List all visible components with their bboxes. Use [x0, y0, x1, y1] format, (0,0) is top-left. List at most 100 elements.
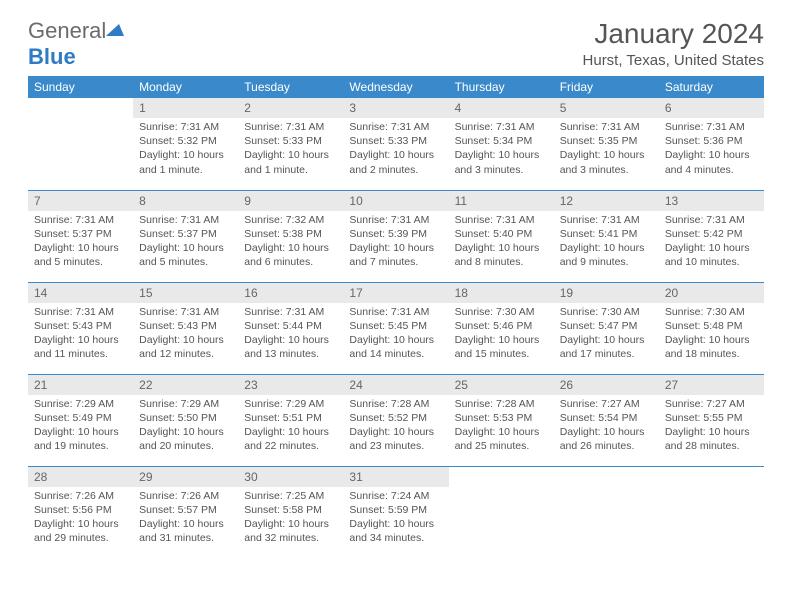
sunrise-text: Sunrise: 7:29 AM [34, 397, 127, 411]
daylight-line1: Daylight: 10 hours [34, 333, 127, 347]
calendar-day-cell: 14Sunrise: 7:31 AMSunset: 5:43 PMDayligh… [28, 282, 133, 374]
day-body: Sunrise: 7:31 AMSunset: 5:42 PMDaylight:… [659, 211, 764, 274]
calendar-day-cell: 2Sunrise: 7:31 AMSunset: 5:33 PMDaylight… [238, 98, 343, 190]
day-body: Sunrise: 7:31 AMSunset: 5:43 PMDaylight:… [133, 303, 238, 366]
calendar-day-cell: 6Sunrise: 7:31 AMSunset: 5:36 PMDaylight… [659, 98, 764, 190]
calendar-day-cell: 8Sunrise: 7:31 AMSunset: 5:37 PMDaylight… [133, 190, 238, 282]
sunset-text: Sunset: 5:43 PM [34, 319, 127, 333]
daylight-line1: Daylight: 10 hours [665, 333, 758, 347]
location: Hurst, Texas, United States [583, 52, 764, 69]
sunset-text: Sunset: 5:50 PM [139, 411, 232, 425]
sunset-text: Sunset: 5:34 PM [455, 134, 548, 148]
day-number: 29 [133, 467, 238, 487]
daylight-line1: Daylight: 10 hours [560, 241, 653, 255]
sunrise-text: Sunrise: 7:31 AM [455, 120, 548, 134]
calendar-day-cell: 17Sunrise: 7:31 AMSunset: 5:45 PMDayligh… [343, 282, 448, 374]
day-body: Sunrise: 7:31 AMSunset: 5:39 PMDaylight:… [343, 211, 448, 274]
sunset-text: Sunset: 5:39 PM [349, 227, 442, 241]
sunrise-text: Sunrise: 7:28 AM [455, 397, 548, 411]
sunrise-text: Sunrise: 7:29 AM [244, 397, 337, 411]
calendar-day-cell: 4Sunrise: 7:31 AMSunset: 5:34 PMDaylight… [449, 98, 554, 190]
calendar-empty-cell [659, 466, 764, 558]
daylight-line2: and 22 minutes. [244, 439, 337, 453]
day-body: Sunrise: 7:28 AMSunset: 5:52 PMDaylight:… [343, 395, 448, 458]
day-number: 10 [343, 191, 448, 211]
sunset-text: Sunset: 5:37 PM [34, 227, 127, 241]
daylight-line2: and 5 minutes. [139, 255, 232, 269]
sunset-text: Sunset: 5:32 PM [139, 134, 232, 148]
daylight-line2: and 11 minutes. [34, 347, 127, 361]
weekday-header: Friday [554, 76, 659, 98]
daylight-line1: Daylight: 10 hours [560, 425, 653, 439]
calendar-week-row: 1Sunrise: 7:31 AMSunset: 5:32 PMDaylight… [28, 98, 764, 190]
day-number: 16 [238, 283, 343, 303]
day-number: 18 [449, 283, 554, 303]
daylight-line1: Daylight: 10 hours [665, 241, 758, 255]
day-body: Sunrise: 7:27 AMSunset: 5:55 PMDaylight:… [659, 395, 764, 458]
sunrise-text: Sunrise: 7:26 AM [139, 489, 232, 503]
daylight-line1: Daylight: 10 hours [244, 333, 337, 347]
daylight-line2: and 12 minutes. [139, 347, 232, 361]
day-body: Sunrise: 7:26 AMSunset: 5:56 PMDaylight:… [28, 487, 133, 550]
calendar-empty-cell [554, 466, 659, 558]
calendar-table: SundayMondayTuesdayWednesdayThursdayFrid… [28, 76, 764, 558]
calendar-day-cell: 13Sunrise: 7:31 AMSunset: 5:42 PMDayligh… [659, 190, 764, 282]
calendar-week-row: 7Sunrise: 7:31 AMSunset: 5:37 PMDaylight… [28, 190, 764, 282]
daylight-line2: and 17 minutes. [560, 347, 653, 361]
daylight-line1: Daylight: 10 hours [349, 148, 442, 162]
sunrise-text: Sunrise: 7:31 AM [139, 120, 232, 134]
daylight-line2: and 8 minutes. [455, 255, 548, 269]
sunset-text: Sunset: 5:45 PM [349, 319, 442, 333]
day-number: 28 [28, 467, 133, 487]
sunrise-text: Sunrise: 7:31 AM [560, 213, 653, 227]
day-number: 5 [554, 98, 659, 118]
daylight-line1: Daylight: 10 hours [560, 333, 653, 347]
daylight-line2: and 7 minutes. [349, 255, 442, 269]
calendar-day-cell: 28Sunrise: 7:26 AMSunset: 5:56 PMDayligh… [28, 466, 133, 558]
day-body: Sunrise: 7:29 AMSunset: 5:51 PMDaylight:… [238, 395, 343, 458]
daylight-line1: Daylight: 10 hours [349, 425, 442, 439]
day-body: Sunrise: 7:31 AMSunset: 5:32 PMDaylight:… [133, 118, 238, 181]
logo-text: General Blue [28, 18, 128, 70]
sunset-text: Sunset: 5:51 PM [244, 411, 337, 425]
header: General Blue January 2024 Hurst, Texas, … [28, 18, 764, 70]
calendar-day-cell: 29Sunrise: 7:26 AMSunset: 5:57 PMDayligh… [133, 466, 238, 558]
sunrise-text: Sunrise: 7:28 AM [349, 397, 442, 411]
daylight-line2: and 5 minutes. [34, 255, 127, 269]
daylight-line1: Daylight: 10 hours [665, 148, 758, 162]
daylight-line1: Daylight: 10 hours [244, 148, 337, 162]
daylight-line2: and 13 minutes. [244, 347, 337, 361]
daylight-line1: Daylight: 10 hours [139, 517, 232, 531]
weekday-header: Sunday [28, 76, 133, 98]
sunrise-text: Sunrise: 7:31 AM [349, 213, 442, 227]
daylight-line2: and 29 minutes. [34, 531, 127, 545]
sunset-text: Sunset: 5:37 PM [139, 227, 232, 241]
daylight-line2: and 6 minutes. [244, 255, 337, 269]
day-body: Sunrise: 7:32 AMSunset: 5:38 PMDaylight:… [238, 211, 343, 274]
logo: General Blue [28, 18, 128, 70]
day-number: 7 [28, 191, 133, 211]
calendar-week-row: 21Sunrise: 7:29 AMSunset: 5:49 PMDayligh… [28, 374, 764, 466]
sunrise-text: Sunrise: 7:27 AM [560, 397, 653, 411]
daylight-line1: Daylight: 10 hours [34, 425, 127, 439]
day-number: 25 [449, 375, 554, 395]
day-body: Sunrise: 7:31 AMSunset: 5:44 PMDaylight:… [238, 303, 343, 366]
daylight-line2: and 19 minutes. [34, 439, 127, 453]
day-number: 13 [659, 191, 764, 211]
daylight-line2: and 9 minutes. [560, 255, 653, 269]
sunrise-text: Sunrise: 7:31 AM [139, 213, 232, 227]
calendar-day-cell: 25Sunrise: 7:28 AMSunset: 5:53 PMDayligh… [449, 374, 554, 466]
day-body: Sunrise: 7:30 AMSunset: 5:48 PMDaylight:… [659, 303, 764, 366]
sunset-text: Sunset: 5:47 PM [560, 319, 653, 333]
logo-word-blue: Blue [28, 44, 76, 69]
sunrise-text: Sunrise: 7:31 AM [244, 305, 337, 319]
calendar-empty-cell [28, 98, 133, 190]
daylight-line1: Daylight: 10 hours [139, 333, 232, 347]
sunset-text: Sunset: 5:43 PM [139, 319, 232, 333]
sunrise-text: Sunrise: 7:25 AM [244, 489, 337, 503]
sunset-text: Sunset: 5:56 PM [34, 503, 127, 517]
day-body: Sunrise: 7:25 AMSunset: 5:58 PMDaylight:… [238, 487, 343, 550]
calendar-day-cell: 10Sunrise: 7:31 AMSunset: 5:39 PMDayligh… [343, 190, 448, 282]
daylight-line2: and 2 minutes. [349, 163, 442, 177]
sunrise-text: Sunrise: 7:30 AM [560, 305, 653, 319]
